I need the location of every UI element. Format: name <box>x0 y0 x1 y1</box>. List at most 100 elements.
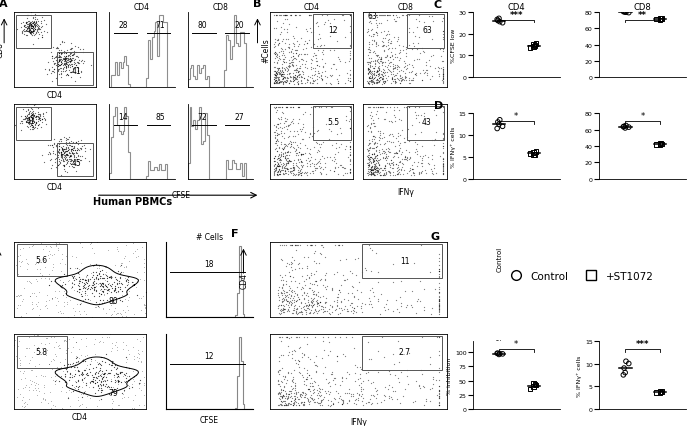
Point <box>365 154 376 161</box>
Point <box>304 13 316 20</box>
Point <box>433 268 444 275</box>
Point <box>417 169 428 176</box>
Point <box>376 334 387 341</box>
Point <box>30 260 41 267</box>
Point <box>378 29 389 35</box>
Point <box>384 169 395 176</box>
Point <box>279 384 290 391</box>
Point <box>58 61 69 68</box>
Bar <box>407 15 444 49</box>
Point <box>30 101 41 108</box>
Point <box>275 73 286 80</box>
Point <box>60 148 71 155</box>
Point <box>26 377 37 384</box>
Point <box>349 308 360 315</box>
Point <box>391 149 402 156</box>
Point <box>41 302 52 309</box>
Point <box>328 400 339 407</box>
Point <box>310 334 321 341</box>
Point <box>279 53 290 60</box>
Point <box>116 313 127 320</box>
Point <box>88 281 99 288</box>
Point <box>22 124 34 131</box>
Point <box>312 47 323 54</box>
Point <box>287 167 298 174</box>
Point <box>64 142 76 149</box>
Point <box>287 274 298 281</box>
Point <box>64 153 76 160</box>
Point <box>25 21 36 28</box>
Point <box>85 270 97 276</box>
Point <box>59 167 70 173</box>
Point <box>280 163 291 170</box>
Point <box>433 271 444 278</box>
Point <box>274 169 286 176</box>
Point <box>377 38 388 45</box>
Point <box>365 69 377 76</box>
Point <box>275 397 286 404</box>
Point <box>284 334 295 341</box>
Point <box>58 147 69 153</box>
Point <box>344 57 356 63</box>
Point <box>379 78 391 85</box>
Point <box>389 55 400 61</box>
Point <box>524 45 536 52</box>
Point <box>428 375 439 382</box>
Point <box>379 384 391 391</box>
Point <box>74 372 85 379</box>
Point <box>30 301 41 308</box>
Point <box>276 78 287 85</box>
Point <box>391 150 402 157</box>
Point <box>344 13 356 20</box>
Point <box>276 72 288 78</box>
Point <box>416 112 427 119</box>
Point <box>92 359 103 366</box>
Point <box>122 355 133 362</box>
Point <box>386 393 397 400</box>
Point <box>131 336 142 343</box>
Point <box>363 28 374 35</box>
Point <box>378 40 389 47</box>
Point <box>273 50 284 57</box>
Point <box>24 23 35 30</box>
Point <box>22 106 34 113</box>
Point <box>290 242 301 249</box>
Point <box>309 68 320 75</box>
Point <box>116 292 127 299</box>
Point <box>340 81 351 87</box>
Point <box>48 357 60 364</box>
Point <box>309 389 320 396</box>
Point <box>276 288 287 295</box>
Point <box>97 283 108 290</box>
Point <box>273 390 284 397</box>
Text: 2.7: 2.7 <box>398 348 410 357</box>
Point <box>30 120 41 127</box>
Point <box>291 74 302 81</box>
Point <box>386 139 397 146</box>
Point <box>67 151 78 158</box>
Point <box>322 351 333 358</box>
Point <box>127 383 138 390</box>
Point <box>95 291 106 297</box>
Point <box>433 293 444 300</box>
Point <box>288 68 300 75</box>
Point <box>61 62 72 69</box>
Point <box>80 274 91 281</box>
Point <box>354 279 365 286</box>
Point <box>307 383 318 389</box>
Point <box>392 104 403 111</box>
Point <box>295 242 306 249</box>
Point <box>302 299 314 305</box>
Point <box>135 357 146 364</box>
Point <box>294 66 305 72</box>
Point <box>49 136 60 143</box>
Point <box>277 81 288 88</box>
Point <box>272 161 284 168</box>
Point <box>276 291 288 298</box>
Point <box>273 69 284 76</box>
Point <box>392 164 403 171</box>
Point <box>85 284 97 291</box>
Point <box>387 132 398 138</box>
Point <box>302 370 313 377</box>
Point <box>92 275 104 282</box>
